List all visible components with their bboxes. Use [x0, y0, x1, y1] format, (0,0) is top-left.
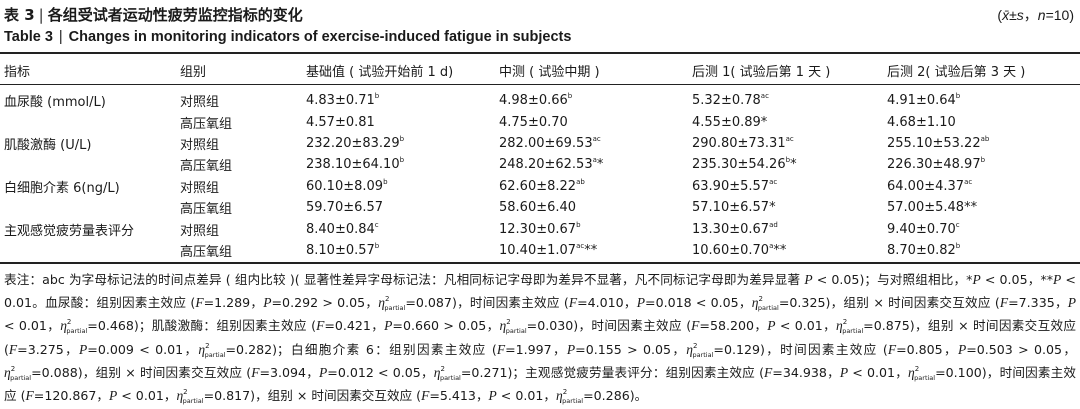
table-row: 主观感觉疲劳量表评分 对照组 8.40±0.84c 12.30±0.67b 13…	[0, 218, 1080, 239]
value-cell: 64.00±4.37ac	[887, 177, 973, 194]
table-title-en: Table 3 | Changes in monitoring indicators…	[4, 29, 572, 45]
indicator-cell: 血尿酸 (mmol/L)	[4, 95, 106, 111]
value-cell: 8.10±0.57b	[306, 241, 380, 258]
value-cell: 238.10±64.10b	[306, 156, 405, 173]
group-cell: 对照组	[180, 180, 220, 196]
table-footnote: 表注：abc 为字母标记法的时间点差异 ( 组内比较 )( 显著性差异字母标记法…	[4, 272, 1077, 406]
col-header-baseline: 基础值 ( 试验开始前 1 d)	[306, 64, 454, 80]
value-cell: 63.90±5.57ac	[692, 177, 778, 194]
col-header-indicator: 指标	[4, 64, 31, 80]
value-cell: 282.00±69.53ac	[499, 134, 601, 151]
header-rule	[0, 84, 1080, 85]
value-cell: 5.32±0.78ac	[692, 92, 769, 109]
table-label-zh: 表 3	[4, 6, 35, 24]
table-row: 高压氧组 8.10±0.57b 10.40±1.07ac** 10.60±0.7…	[0, 240, 1080, 261]
col-header-post-2: 后测 2( 试验后第 3 天 )	[887, 64, 1026, 80]
value-cell: 4.98±0.66b	[499, 92, 573, 109]
table-row: 白细胞介素 6(ng/L) 对照组 60.10±8.09b 62.60±8.22…	[0, 176, 1080, 197]
value-cell: 60.10±8.09b	[306, 177, 388, 194]
value-cell: 248.20±62.53a*	[499, 156, 604, 173]
statistics-note: (x̄±s，n=10)	[997, 7, 1074, 23]
table-row: 高压氧组 238.10±64.10b 248.20±62.53a* 235.30…	[0, 154, 1080, 175]
value-cell: 13.30±0.67ad	[692, 220, 778, 237]
data-table: 指标 组别 基础值 ( 试验开始前 1 d) 中测 ( 试验中期 ) 后测 1(…	[0, 56, 1080, 261]
indicator-cell: 白细胞介素 6(ng/L)	[4, 180, 120, 196]
value-cell: 10.60±0.70a**	[692, 241, 787, 258]
indicator-cell	[0, 111, 180, 132]
table-label-en: Table 3	[4, 29, 53, 45]
value-cell: 10.40±1.07ac**	[499, 241, 598, 258]
value-cell: 59.70±6.57	[306, 200, 384, 216]
indicator-cell: 肌酸激酶 (U/L)	[4, 137, 92, 153]
value-cell: 62.60±8.22ab	[499, 177, 585, 194]
value-cell: 4.83±0.71b	[306, 92, 380, 109]
table-caption-zh: 各组受试者运动性疲劳监控指标的变化	[47, 6, 303, 24]
value-cell: 12.30±0.67b	[499, 220, 581, 237]
group-cell: 对照组	[180, 223, 220, 239]
value-cell: 226.30±48.97b	[887, 156, 986, 173]
group-cell: 高压氧组	[180, 159, 233, 175]
bottom-rule	[0, 262, 1080, 264]
value-cell: 58.60±6.40	[499, 200, 577, 216]
indicator-cell	[0, 240, 180, 261]
value-cell: 57.00±5.48**	[887, 200, 978, 216]
value-cell: 290.80±73.31ac	[692, 134, 794, 151]
col-header-group: 组别	[180, 64, 207, 80]
group-cell: 对照组	[180, 95, 220, 111]
value-cell: 4.75±0.70	[499, 114, 568, 130]
value-cell: 232.20±83.29b	[306, 134, 405, 151]
group-cell: 高压氧组	[180, 244, 233, 260]
value-cell: 8.70±0.82b	[887, 241, 961, 258]
value-cell: 8.40±0.84c	[306, 220, 379, 237]
table-row: 肌酸激酶 (U/L) 对照组 232.20±83.29b 282.00±69.5…	[0, 133, 1080, 154]
group-cell: 高压氧组	[180, 202, 233, 218]
indicator-cell	[0, 154, 180, 175]
group-cell: 高压氧组	[180, 116, 233, 132]
value-cell: 4.91±0.64b	[887, 92, 961, 109]
value-cell: 4.57±0.81	[306, 114, 375, 130]
table-row: 高压氧组 59.70±6.57 58.60±6.40 57.10±6.57* 5…	[0, 197, 1080, 218]
top-rule	[0, 52, 1080, 54]
value-cell: 4.55±0.89*	[692, 114, 768, 130]
group-cell: 对照组	[180, 137, 220, 153]
value-cell: 235.30±54.26b*	[692, 156, 797, 173]
value-cell: 255.10±53.22ab	[887, 134, 990, 151]
indicator-cell	[0, 197, 180, 218]
col-header-post-1: 后测 1( 试验后第 1 天 )	[692, 64, 831, 80]
col-header-midterm: 中测 ( 试验中期 )	[499, 64, 600, 80]
table-title-zh: 表 3 | 各组受试者运动性疲劳监控指标的变化	[4, 6, 303, 24]
table-row: 血尿酸 (mmol/L) 对照组 4.83±0.71b 4.98±0.66b 5…	[0, 84, 1080, 111]
table-row: 高压氧组 4.57±0.81 4.75±0.70 4.55±0.89* 4.68…	[0, 111, 1080, 132]
value-cell: 9.40±0.70c	[887, 220, 960, 237]
indicator-cell: 主观感觉疲劳量表评分	[4, 223, 135, 239]
table-caption-en: Changes in monitoring indicators of exer…	[68, 29, 572, 45]
value-cell: 57.10±6.57*	[692, 200, 776, 216]
table-header-row: 指标 组别 基础值 ( 试验开始前 1 d) 中测 ( 试验中期 ) 后测 1(…	[0, 56, 1080, 84]
value-cell: 4.68±1.10	[887, 114, 956, 130]
